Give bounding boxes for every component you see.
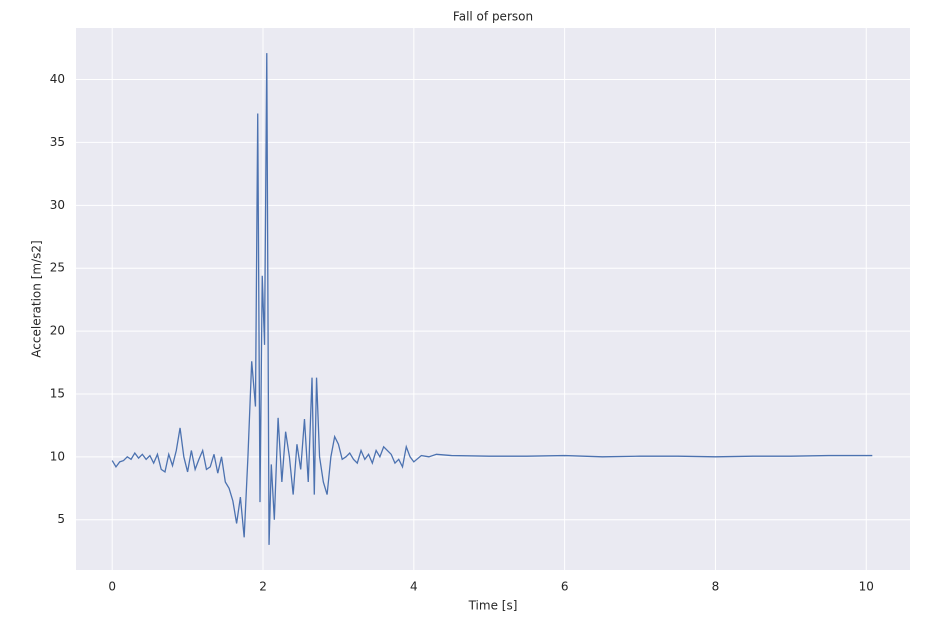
y-tick-label: 20 (50, 324, 65, 338)
y-axis-label: Acceleration [m/s2] (30, 240, 44, 357)
y-tick-label: 25 (50, 261, 65, 275)
y-tick-label: 40 (50, 72, 65, 86)
plot-area (76, 28, 910, 570)
y-tick-label: 5 (57, 512, 65, 526)
y-tick-label: 35 (50, 135, 65, 149)
x-tick-label: 10 (859, 580, 874, 594)
x-tick-label: 8 (712, 580, 720, 594)
line (111, 53, 873, 545)
y-tick-label: 15 (50, 386, 65, 400)
chart-title: Fall of person (453, 10, 533, 24)
x-axis-label: Time [s] (468, 599, 518, 613)
y-tick-label: 10 (50, 449, 65, 463)
x-tick-label: 6 (561, 580, 569, 594)
x-tick-label: 2 (259, 580, 267, 594)
x-tick-label: 0 (108, 580, 116, 594)
y-tick-label: 30 (50, 198, 65, 212)
x-tick-label: 4 (410, 580, 418, 594)
